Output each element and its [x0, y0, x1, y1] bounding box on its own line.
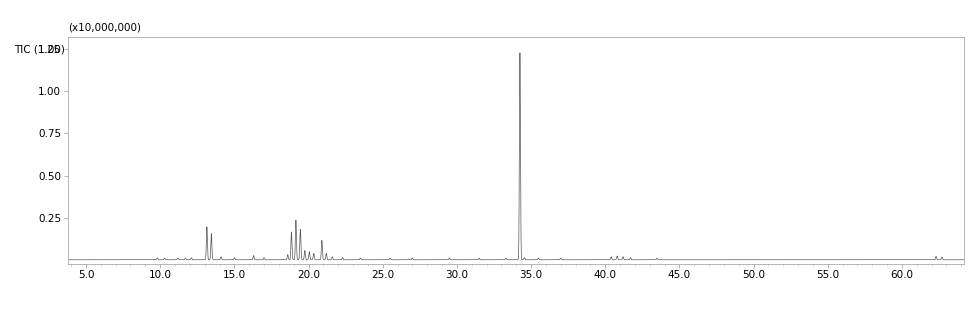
Text: TIC (1.00): TIC (1.00) — [15, 44, 65, 54]
Text: (x10,000,000): (x10,000,000) — [68, 23, 141, 33]
